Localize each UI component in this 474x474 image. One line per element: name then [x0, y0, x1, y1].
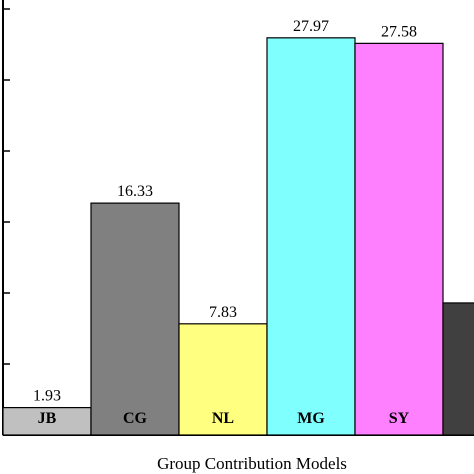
category-label: NL — [212, 410, 234, 427]
bar-series-6 — [442, 302, 474, 436]
bar-nl — [178, 323, 268, 436]
bar-sy — [354, 42, 444, 436]
category-label: CG — [123, 410, 148, 427]
plot-area: JB 1.93 CG 16.33 NL 7.83 MG 27.97 SY 27.58 — [2, 0, 474, 436]
x-axis-title: Group Contribution Models — [157, 454, 347, 473]
data-label: 16.33 — [117, 183, 153, 200]
category-label: JB — [38, 410, 57, 427]
data-label: 7.83 — [209, 304, 237, 321]
data-label: 1.93 — [33, 388, 61, 405]
data-label: 27.58 — [381, 23, 417, 40]
bar-cg — [90, 202, 180, 436]
data-label: 27.97 — [293, 18, 329, 35]
bar-jb — [2, 406, 92, 436]
category-label: MG — [297, 410, 325, 427]
bar-mg — [266, 37, 356, 436]
category-label: SY — [389, 410, 410, 427]
